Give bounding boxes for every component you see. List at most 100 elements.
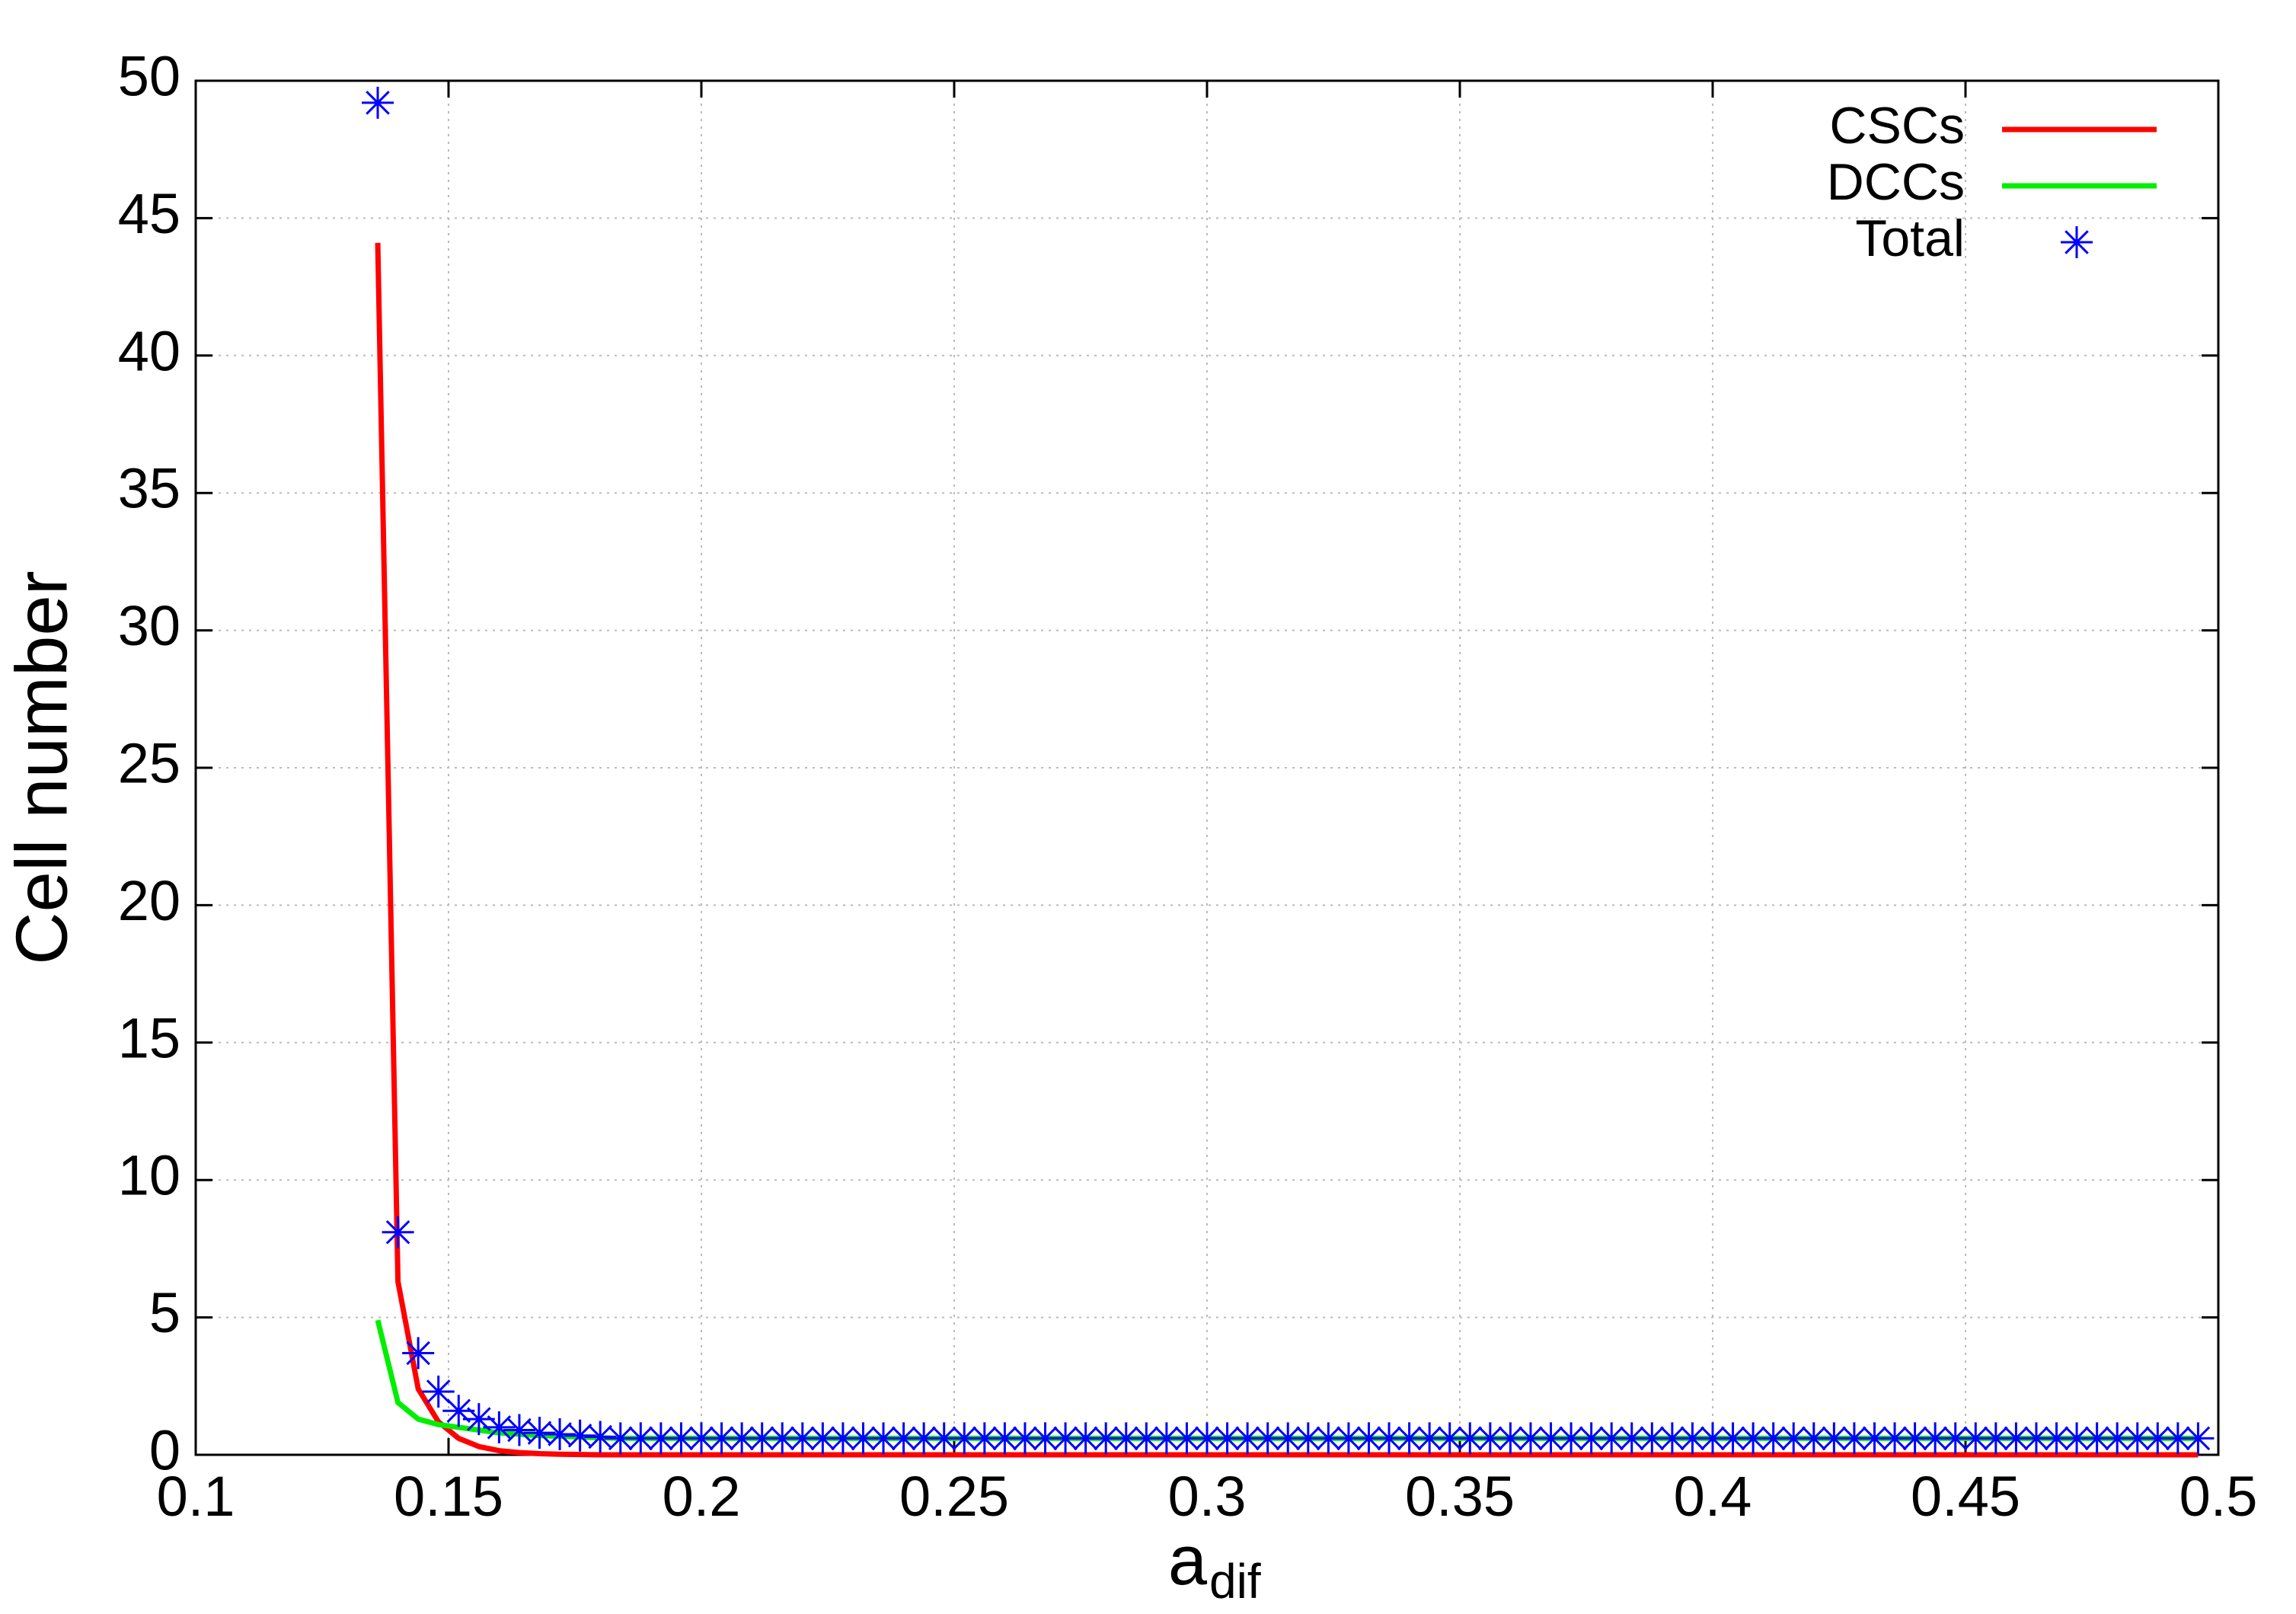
- data-point: [382, 1216, 414, 1248]
- data-point: [1433, 1422, 1466, 1455]
- y-tick-label: 40: [118, 319, 180, 382]
- data-point: [2020, 1422, 2052, 1455]
- data-point: [1959, 1422, 1992, 1455]
- data-point: [1332, 1422, 1365, 1455]
- x-tick-label: 0.4: [1674, 1465, 1752, 1528]
- data-point: [1049, 1422, 1082, 1455]
- legend-label: Total: [1855, 209, 1965, 267]
- data-point: [462, 1403, 495, 1436]
- data-point: [1757, 1422, 1790, 1455]
- data-point: [2000, 1422, 2033, 1455]
- data-point: [2040, 1422, 2073, 1455]
- data-point: [1069, 1422, 1102, 1455]
- y-tick-label: 20: [118, 869, 180, 932]
- data-point: [1737, 1422, 1770, 1455]
- y-tick-label: 35: [118, 457, 180, 520]
- data-point: [1474, 1422, 1506, 1455]
- data-point: [2141, 1422, 2174, 1455]
- x-tick-label: 0.2: [663, 1465, 741, 1528]
- data-point: [928, 1422, 960, 1455]
- series-line: [375, 1319, 2199, 1441]
- data-point: [1777, 1422, 1810, 1455]
- data-point: [1656, 1422, 1688, 1455]
- y-axis-label: Cell number: [1, 570, 82, 965]
- y-tick-label: 0: [149, 1419, 180, 1482]
- y-tick-label: 10: [118, 1144, 180, 1207]
- data-point: [1898, 1422, 1931, 1455]
- data-point: [726, 1422, 758, 1455]
- data-point: [1272, 1422, 1304, 1455]
- y-tick-label: 45: [118, 182, 180, 245]
- data-point: [786, 1422, 819, 1455]
- data-point: [1008, 1422, 1041, 1455]
- y-tick-label: 5: [149, 1281, 180, 1344]
- data-point: [442, 1395, 475, 1427]
- data-point: [847, 1422, 880, 1455]
- data-point: [544, 1417, 576, 1450]
- data-point: [2080, 1422, 2113, 1455]
- data-point: [1494, 1422, 1527, 1455]
- x-tick-label: 0.45: [1911, 1465, 2020, 1528]
- data-point: [1818, 1422, 1851, 1455]
- data-point: [826, 1422, 859, 1455]
- x-tick-label: 0.3: [1168, 1465, 1247, 1528]
- data-point: [584, 1421, 617, 1453]
- data-point: [1211, 1422, 1244, 1455]
- data-point: [867, 1422, 900, 1455]
- data-point: [685, 1422, 717, 1455]
- data-point: [564, 1419, 596, 1452]
- data-point: [1090, 1422, 1122, 1455]
- series-line: [375, 242, 2199, 1458]
- legend-label: CSCs: [1829, 97, 1965, 155]
- data-point: [1029, 1422, 1062, 1455]
- data-point: [1716, 1422, 1749, 1455]
- data-point: [1534, 1422, 1567, 1455]
- data-point: [1292, 1422, 1324, 1455]
- x-tick-label: 0.35: [1405, 1465, 1515, 1528]
- data-point: [1555, 1422, 1588, 1455]
- data-point: [1352, 1422, 1385, 1455]
- data-point: [1454, 1422, 1486, 1455]
- data-point: [362, 86, 394, 119]
- data-point: [1575, 1422, 1608, 1455]
- data-point: [1919, 1422, 1952, 1455]
- data-point: [483, 1411, 516, 1443]
- data-point: [746, 1422, 778, 1455]
- data-point: [1595, 1422, 1628, 1455]
- data-point: [1879, 1422, 1911, 1455]
- legend-symbol: [2061, 226, 2093, 258]
- data-point: [806, 1422, 839, 1455]
- data-point: [503, 1414, 535, 1446]
- data-point: [887, 1422, 920, 1455]
- y-tick-label: 30: [118, 594, 180, 657]
- data-point: [1150, 1422, 1183, 1455]
- data-point: [1514, 1422, 1547, 1455]
- data-point: [2161, 1422, 2194, 1455]
- data-point: [2101, 1422, 2134, 1455]
- data-point: [1170, 1422, 1203, 1455]
- data-point: [1636, 1422, 1669, 1455]
- data-point: [1697, 1422, 1729, 1455]
- data-point: [1312, 1422, 1345, 1455]
- data-point: [1838, 1422, 1870, 1455]
- data-point: [1110, 1422, 1142, 1455]
- data-point: [1858, 1422, 1891, 1455]
- x-axis-label: a: [1168, 1522, 1208, 1600]
- y-tick-label: 15: [118, 1006, 180, 1069]
- data-point: [2182, 1422, 2215, 1455]
- data-point: [988, 1422, 1021, 1455]
- data-point: [523, 1417, 556, 1449]
- data-point: [1676, 1422, 1709, 1455]
- y-tick-label: 50: [118, 45, 180, 108]
- data-point: [1130, 1422, 1163, 1455]
- data-point: [1231, 1422, 1264, 1455]
- data-point: [766, 1422, 799, 1455]
- data-point: [1413, 1422, 1446, 1455]
- y-tick-label: 25: [118, 732, 180, 795]
- data-point: [1615, 1422, 1648, 1455]
- x-axis-label-subscript: dif: [1209, 1554, 1261, 1609]
- data-point: [705, 1422, 738, 1455]
- data-point: [644, 1422, 677, 1455]
- data-point: [604, 1422, 637, 1455]
